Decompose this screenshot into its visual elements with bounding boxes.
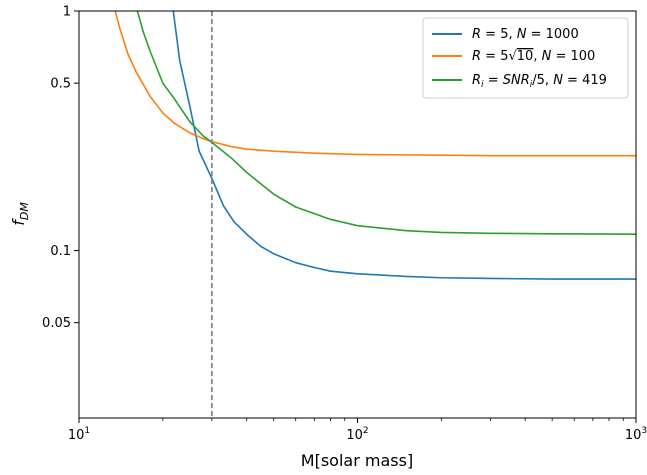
y-tick-label: 0.05	[42, 316, 71, 331]
x-tick-label: 103	[625, 426, 647, 443]
x-axis-label: M[solar mass]	[301, 451, 413, 470]
y-axis-label: fDM	[9, 202, 31, 226]
legend-frame	[422, 17, 629, 99]
y-axis-label-sub: DM	[18, 202, 31, 220]
y-tick-label: 0.5	[50, 77, 71, 92]
x-tick-label: 102	[346, 426, 368, 443]
y-axis: 1 0.5 0.1 0.05	[42, 5, 79, 331]
x-axis: 101 102 103	[68, 418, 647, 443]
y-tick-label: 0.1	[50, 244, 71, 259]
series-line-3	[136, 11, 636, 236]
legend-label-1: R = 5, N = 1000	[472, 27, 579, 42]
legend-label-3: Ri = SNRi/5, N = 419	[472, 73, 607, 90]
legend-label-2: R = 5√10, N = 100	[472, 49, 595, 64]
x-tick-label: 101	[68, 426, 90, 443]
y-axis-label-main: f	[9, 218, 28, 226]
series-layer	[114, 11, 636, 418]
legend: R = 5, N = 1000 R = 5√10, N = 100 Ri = SNR…	[422, 17, 629, 99]
series-line-1	[172, 11, 636, 280]
y-tick-label: 1	[63, 5, 71, 20]
